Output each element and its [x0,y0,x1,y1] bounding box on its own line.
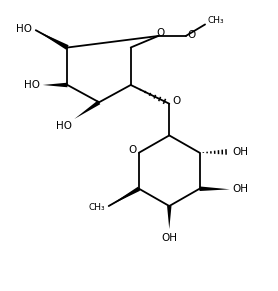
Text: HO: HO [24,80,40,90]
Text: O: O [128,145,137,155]
Polygon shape [167,206,172,229]
Polygon shape [200,187,230,191]
Text: HO: HO [56,121,72,131]
Text: CH₃: CH₃ [208,17,224,26]
Polygon shape [74,100,100,119]
Text: O: O [172,96,180,106]
Polygon shape [43,83,68,87]
Text: O: O [156,28,165,38]
Text: CH₃: CH₃ [89,203,105,212]
Text: OH: OH [233,147,249,157]
Text: O: O [187,30,196,40]
Polygon shape [36,30,69,50]
Text: HO: HO [16,24,33,34]
Text: OH: OH [233,184,249,194]
Text: OH: OH [161,233,177,242]
Polygon shape [109,187,140,206]
